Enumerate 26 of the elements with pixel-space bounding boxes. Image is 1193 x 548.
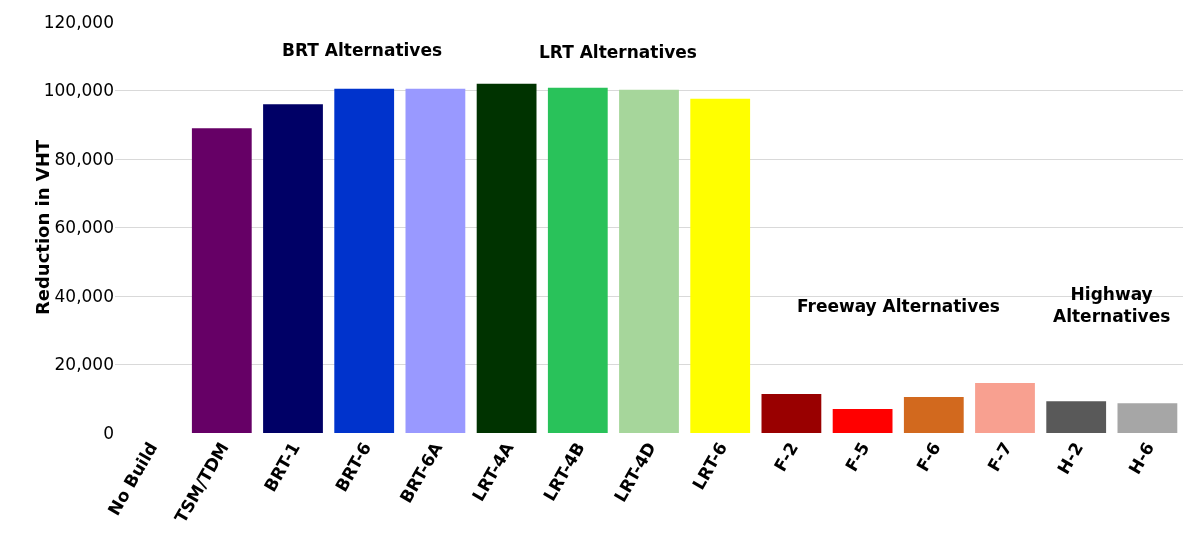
annotation: Freeway Alternatives: [797, 296, 1000, 316]
bar: [975, 383, 1035, 433]
y-tick-label: 120,000: [43, 11, 114, 32]
y-tick-label: 20,000: [54, 354, 114, 375]
bar: [405, 88, 466, 433]
y-tick-label: 0: [103, 422, 114, 443]
annotation: LRT Alternatives: [539, 42, 697, 62]
bar: [761, 393, 822, 433]
bar: [619, 89, 679, 433]
bar: [1046, 401, 1107, 433]
bar: [334, 88, 395, 433]
bar: [263, 104, 323, 433]
bar: [191, 128, 252, 433]
annotation: Highway Alternatives: [1053, 284, 1171, 327]
y-tick-label: 80,000: [54, 148, 114, 169]
y-tick-label: 60,000: [54, 217, 114, 238]
annotation: BRT Alternatives: [282, 40, 443, 60]
y-tick-label: 40,000: [54, 285, 114, 306]
bar: [690, 98, 751, 433]
bar: [832, 409, 893, 433]
bar: [476, 83, 537, 433]
y-axis-title: Reduction in VHT: [31, 139, 53, 316]
y-tick-label: 100,000: [43, 80, 114, 101]
bar: [1117, 403, 1178, 433]
bar: [547, 87, 608, 433]
bar: [903, 397, 964, 433]
